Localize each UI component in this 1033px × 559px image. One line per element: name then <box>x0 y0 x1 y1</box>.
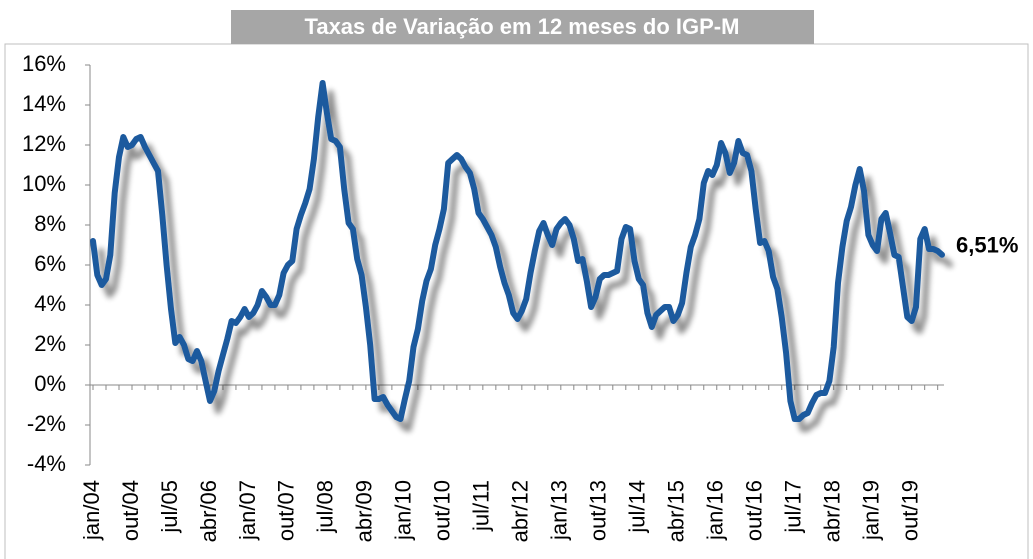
x-tick-label: jul/17 <box>781 480 806 534</box>
x-tick-label: jan/19 <box>859 480 884 541</box>
x-tick-label: jul/05 <box>157 480 182 534</box>
x-tick-label: abr/18 <box>820 480 845 542</box>
chart-title: Taxas de Variação em 12 meses do IGP-M <box>305 14 740 39</box>
title-background <box>231 10 814 44</box>
y-tick-label: 8% <box>34 211 66 236</box>
y-tick-label: 12% <box>22 131 66 156</box>
x-tick-label: jan/16 <box>703 480 728 541</box>
y-tick-label: 4% <box>34 291 66 316</box>
x-tick-label: out/07 <box>274 480 299 541</box>
x-tick-label: jul/11 <box>469 480 494 532</box>
x-tick-label: out/19 <box>897 480 922 541</box>
x-tick-label: abr/15 <box>664 480 689 542</box>
x-tick-label: jan/04 <box>79 480 104 541</box>
y-tick-label: -2% <box>27 411 66 436</box>
y-tick-label: -4% <box>27 451 66 476</box>
x-tick-label: jul/14 <box>625 480 650 534</box>
y-tick-label: 14% <box>22 91 66 116</box>
value-label: 6,51% <box>956 233 1018 258</box>
x-tick-label: jul/08 <box>313 480 338 534</box>
y-tick-label: 16% <box>22 51 66 76</box>
x-tick-label: out/10 <box>430 480 455 541</box>
x-tick-label: abr/06 <box>196 480 221 542</box>
x-tick-label: jan/07 <box>235 480 260 541</box>
x-tick-label: jan/13 <box>547 480 572 541</box>
y-tick-label: 2% <box>34 331 66 356</box>
x-tick-label: out/16 <box>742 480 767 541</box>
x-tick-label: abr/09 <box>352 480 377 542</box>
y-tick-label: 10% <box>22 171 66 196</box>
x-tick-label: out/04 <box>118 480 143 541</box>
x-tick-label: jan/10 <box>391 480 416 541</box>
y-tick-label: 0% <box>34 371 66 396</box>
x-tick-label: abr/12 <box>508 480 533 542</box>
x-tick-label: out/13 <box>586 480 611 541</box>
data-line <box>90 80 945 422</box>
y-tick-label: 6% <box>34 251 66 276</box>
